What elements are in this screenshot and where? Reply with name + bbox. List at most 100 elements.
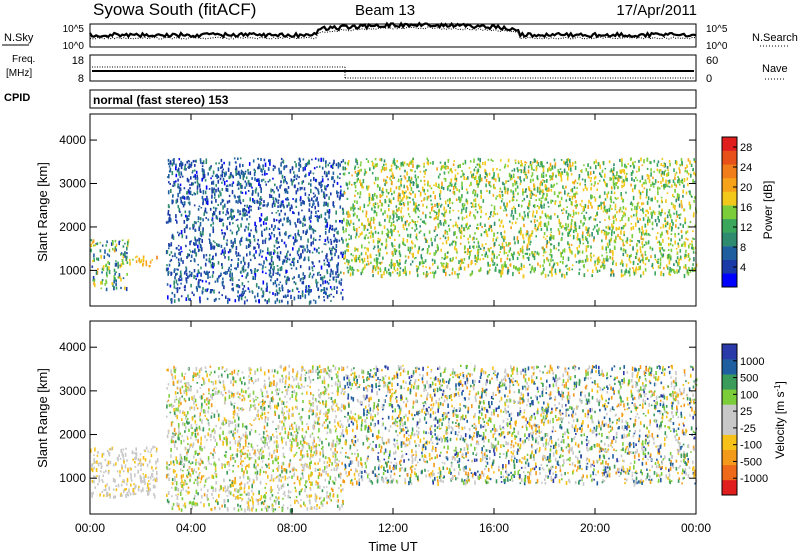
data-cell: [662, 178, 664, 182]
data-cell: [520, 204, 523, 208]
data-cell: [612, 176, 615, 180]
data-cell: [689, 190, 691, 195]
data-cell: [242, 395, 245, 400]
data-cell: [359, 191, 362, 196]
data-cell: [484, 253, 487, 258]
data-cell: [283, 241, 286, 245]
data-cell: [476, 223, 479, 226]
data-cell: [443, 257, 446, 260]
data-cell: [424, 222, 427, 225]
data-cell: [669, 274, 672, 276]
data-cell: [430, 216, 432, 219]
data-cell: [519, 176, 521, 181]
data-cell: [142, 480, 144, 484]
data-cell: [668, 186, 671, 188]
data-cell: [394, 263, 396, 267]
data-cell: [463, 203, 466, 207]
data-cell: [576, 193, 578, 195]
data-cell: [693, 180, 696, 183]
data-cell: [612, 215, 615, 219]
data-cell: [277, 268, 279, 272]
data-cell: [612, 273, 615, 277]
data-cell: [281, 223, 284, 227]
data-cell: [106, 253, 109, 256]
data-cell: [613, 245, 616, 250]
data-cell: [318, 251, 320, 255]
data-cell: [248, 162, 251, 166]
data-cell: [440, 203, 443, 206]
data-cell: [225, 242, 228, 245]
data-cell: [177, 204, 180, 209]
data-cell: [299, 278, 302, 282]
data-cell: [149, 451, 152, 454]
data-cell: [188, 160, 190, 163]
data-cell: [414, 211, 417, 214]
data-cell: [235, 161, 237, 164]
data-cell: [689, 269, 692, 273]
data-cell: [340, 193, 343, 196]
data-cell: [196, 273, 199, 278]
data-cell: [170, 299, 173, 304]
data-cell: [156, 478, 158, 483]
data-cell: [220, 202, 222, 206]
data-cell: [477, 185, 479, 188]
data-cell: [125, 257, 127, 261]
data-cell: [322, 157, 325, 162]
data-cell: [463, 173, 465, 176]
data-cell: [542, 264, 544, 267]
data-cell: [459, 264, 462, 269]
noise-left-tick-bottom: 10^0: [63, 41, 85, 52]
data-cell: [344, 191, 346, 195]
data-cell: [126, 240, 129, 246]
data-cell: [311, 266, 314, 270]
data-cell: [258, 179, 261, 184]
data-cell: [175, 166, 177, 171]
data-cell: [245, 225, 247, 229]
data-cell: [547, 201, 549, 204]
data-cell: [472, 173, 475, 176]
data-cell: [310, 241, 312, 247]
data-cell: [563, 168, 566, 173]
data-cell: [299, 220, 301, 224]
data-cell: [274, 225, 276, 229]
data-cell: [369, 167, 371, 171]
data-cell: [333, 205, 335, 208]
data-cell: [656, 222, 658, 227]
data-cell: [114, 246, 117, 250]
data-cell: [414, 206, 416, 211]
data-cell: [155, 466, 158, 469]
data-cell: [204, 199, 207, 202]
data-cell: [380, 195, 383, 198]
data-cell: [220, 192, 222, 197]
data-cell: [320, 265, 323, 270]
data-cell: [348, 223, 351, 227]
data-cell: [629, 239, 632, 243]
data-cell: [620, 269, 623, 273]
data-cell: [248, 205, 251, 208]
data-cell: [331, 288, 333, 291]
data-cell: [311, 228, 313, 231]
data-cell: [328, 263, 330, 268]
data-cell: [458, 273, 460, 275]
data-cell: [317, 468, 319, 471]
data-cell: [477, 203, 480, 207]
station-title: Syowa South (fitACF): [93, 0, 256, 19]
data-cell: [454, 224, 457, 227]
data-cell: [191, 182, 193, 186]
data-cell: [597, 182, 599, 185]
data-cell: [687, 271, 690, 276]
data-cell: [169, 260, 172, 263]
data-cell: [340, 291, 342, 295]
data-cell: [411, 246, 414, 250]
data-cell: [315, 248, 318, 253]
data-cell: [443, 208, 445, 211]
data-cell: [368, 232, 371, 234]
data-cell: [348, 259, 350, 264]
colorbar-tick-label: 8: [740, 242, 746, 254]
data-cell: [389, 169, 391, 172]
data-cell: [473, 241, 475, 244]
data-cell: [299, 196, 302, 201]
data-cell: [432, 191, 435, 194]
data-cell: [533, 187, 536, 191]
data-cell: [276, 186, 278, 190]
